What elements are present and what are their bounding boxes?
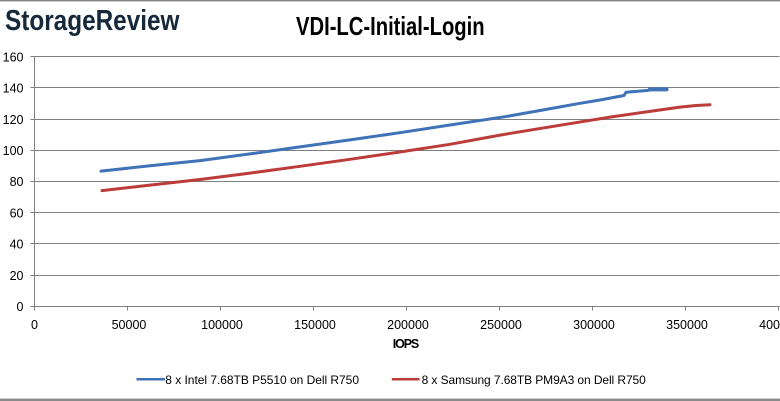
svg-text:100000: 100000 xyxy=(201,318,243,332)
svg-text:20: 20 xyxy=(10,269,24,283)
svg-text:300000: 300000 xyxy=(573,318,615,332)
svg-text:0: 0 xyxy=(17,300,24,314)
svg-text:80: 80 xyxy=(10,175,24,189)
svg-text:250000: 250000 xyxy=(480,318,522,332)
svg-text:0: 0 xyxy=(31,318,38,332)
svg-text:60: 60 xyxy=(10,207,24,221)
svg-text:IOPS: IOPS xyxy=(393,337,420,351)
svg-text:160: 160 xyxy=(3,50,24,64)
svg-text:200000: 200000 xyxy=(387,318,429,332)
svg-text:40: 40 xyxy=(10,238,24,252)
svg-text:8 x Intel 7.68TB P5510 on Dell: 8 x Intel 7.68TB P5510 on Dell R750 xyxy=(165,373,359,387)
svg-text:140: 140 xyxy=(3,82,24,96)
svg-text:350000: 350000 xyxy=(666,318,708,332)
svg-text:50000: 50000 xyxy=(112,318,147,332)
svg-text:8 x Samsung 7.68TB PM9A3 on De: 8 x Samsung 7.68TB PM9A3 on Dell R750 xyxy=(422,373,647,387)
svg-text:400000: 400000 xyxy=(759,318,780,332)
svg-text:150000: 150000 xyxy=(294,318,336,332)
svg-text:100: 100 xyxy=(3,144,24,158)
svg-text:120: 120 xyxy=(3,113,24,127)
